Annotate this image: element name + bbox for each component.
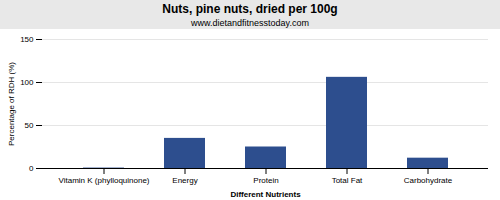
svg-text:Protein: Protein [253,176,278,185]
svg-text:Different Nutrients: Different Nutrients [230,190,301,199]
svg-text:Percentage of RDH (%): Percentage of RDH (%) [7,62,16,146]
html-text:Nuts, pine nuts, dried per 100: Nuts, pine nuts, dried per 100g [162,2,338,16]
html-text:www.dietandfitnesstoday.com: www.dietandfitnesstoday.com [191,18,309,28]
svg-text:Total Fat: Total Fat [332,176,363,185]
svg-text:150: 150 [20,35,34,44]
svg-text:0: 0 [29,164,34,173]
svg-text:Carbohydrate: Carbohydrate [404,176,453,185]
svg-text:Energy: Energy [172,176,197,185]
svg-text:Vitamin K (phylloquinone): Vitamin K (phylloquinone) [58,176,149,185]
svg-text:50: 50 [25,121,34,130]
svg-text:100: 100 [20,78,34,87]
